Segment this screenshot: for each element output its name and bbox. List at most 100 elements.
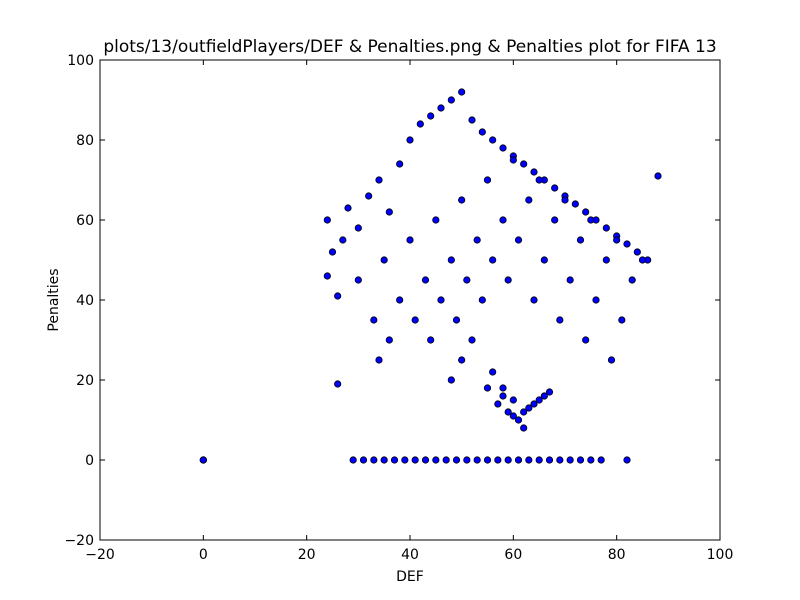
data-point	[520, 408, 528, 416]
data-point	[489, 136, 497, 144]
data-point	[385, 208, 393, 216]
y-tick-label: 60	[76, 213, 94, 229]
data-point	[411, 316, 419, 324]
data-point	[587, 456, 595, 464]
data-point	[354, 224, 362, 232]
data-point	[473, 456, 481, 464]
data-point	[370, 456, 378, 464]
data-point	[349, 456, 357, 464]
data-point	[530, 296, 538, 304]
x-tick-label: 60	[504, 547, 522, 563]
data-point	[545, 456, 554, 464]
data-point	[592, 296, 600, 304]
data-point	[427, 336, 435, 344]
data-point	[458, 88, 466, 96]
data-point	[525, 196, 533, 204]
data-point	[447, 96, 455, 104]
chart-title: plots/13/outfieldPlayers/DEF & Penalties…	[103, 37, 716, 57]
data-point	[520, 424, 528, 432]
data-point	[582, 336, 590, 344]
data-point	[638, 256, 647, 264]
data-point	[566, 456, 574, 464]
data-point	[385, 336, 393, 344]
data-point	[494, 400, 502, 408]
data-points	[199, 88, 662, 464]
data-point	[514, 236, 523, 244]
data-point	[509, 412, 517, 420]
data-point	[535, 176, 543, 184]
data-point	[370, 316, 378, 324]
data-point	[525, 404, 533, 412]
data-point	[447, 376, 455, 384]
data-point	[437, 104, 445, 112]
data-point	[551, 216, 559, 224]
data-point	[334, 292, 342, 300]
data-point	[478, 128, 486, 136]
data-point	[396, 160, 404, 168]
data-point	[427, 112, 435, 120]
data-point	[525, 456, 533, 464]
data-point	[556, 456, 564, 464]
data-point	[396, 296, 404, 304]
data-point	[478, 296, 486, 304]
data-point	[509, 396, 517, 404]
data-point	[437, 296, 445, 304]
data-point	[545, 388, 554, 396]
data-point	[452, 456, 461, 464]
data-point	[452, 316, 461, 324]
data-point	[354, 276, 362, 284]
data-point	[432, 456, 440, 464]
x-tick-label: 0	[199, 547, 208, 563]
data-point	[566, 276, 574, 284]
data-point	[323, 272, 331, 280]
y-tick-label: 100	[67, 53, 94, 69]
data-point	[432, 216, 440, 224]
y-axis-label: Penalties	[46, 268, 62, 331]
data-point	[328, 248, 337, 256]
data-point	[561, 196, 569, 204]
data-point	[483, 384, 492, 392]
data-point	[447, 256, 455, 264]
y-tick-label: 0	[85, 453, 94, 469]
data-point	[499, 216, 507, 224]
data-point	[483, 456, 492, 464]
axis-ticks: −20 0 20 40 60 80 100 −20 0 20 40 60 80 100	[64, 53, 733, 563]
data-point	[504, 276, 512, 284]
data-point	[530, 168, 538, 176]
y-tick-label: 20	[76, 373, 94, 389]
data-point	[468, 116, 476, 124]
data-point	[499, 392, 507, 400]
data-point	[530, 400, 538, 408]
data-point	[571, 200, 579, 208]
data-point	[551, 184, 559, 192]
data-point	[628, 276, 636, 284]
data-point	[540, 256, 548, 264]
y-tick-label: 40	[76, 293, 94, 309]
data-point	[582, 208, 590, 216]
data-point	[489, 256, 497, 264]
data-point	[576, 456, 585, 464]
data-point	[339, 236, 347, 244]
data-point	[406, 236, 414, 244]
data-point	[607, 356, 616, 364]
data-point	[442, 456, 450, 464]
data-point	[416, 120, 424, 128]
data-point	[401, 456, 409, 464]
data-point	[334, 380, 342, 388]
data-point	[504, 408, 512, 416]
data-point	[411, 456, 419, 464]
data-point	[576, 236, 585, 244]
data-point	[597, 456, 605, 464]
data-point	[390, 456, 399, 464]
data-point	[587, 216, 595, 224]
data-point	[463, 456, 471, 464]
y-tick-label: −20	[64, 533, 94, 549]
data-point	[633, 248, 641, 256]
data-point	[463, 276, 471, 284]
data-point	[483, 176, 492, 184]
x-tick-label: 80	[608, 547, 626, 563]
data-point	[199, 456, 207, 464]
data-point	[514, 456, 523, 464]
x-axis-label: DEF	[396, 569, 424, 585]
